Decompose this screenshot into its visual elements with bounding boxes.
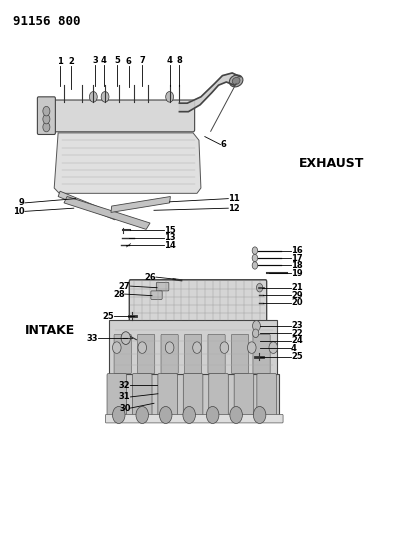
Circle shape [253, 320, 260, 331]
Circle shape [247, 342, 256, 353]
Text: 7: 7 [139, 56, 145, 65]
Circle shape [269, 342, 278, 353]
Polygon shape [111, 197, 170, 213]
Polygon shape [179, 73, 240, 112]
Circle shape [206, 407, 219, 423]
Ellipse shape [229, 75, 243, 87]
Circle shape [101, 92, 109, 102]
Text: 10: 10 [13, 207, 25, 216]
Text: 31: 31 [119, 392, 130, 401]
Ellipse shape [232, 77, 240, 84]
Circle shape [165, 342, 174, 353]
Text: 18: 18 [291, 261, 303, 270]
Circle shape [253, 329, 259, 337]
FancyBboxPatch shape [234, 374, 254, 417]
FancyBboxPatch shape [209, 374, 228, 417]
FancyBboxPatch shape [106, 415, 283, 423]
Circle shape [43, 107, 50, 116]
Text: 6: 6 [221, 140, 226, 149]
Text: 6: 6 [126, 57, 132, 66]
Text: INTAKE: INTAKE [25, 324, 75, 337]
Text: 29: 29 [291, 290, 303, 300]
FancyBboxPatch shape [158, 374, 177, 417]
FancyBboxPatch shape [107, 374, 126, 417]
FancyBboxPatch shape [114, 334, 131, 374]
Text: 5: 5 [114, 56, 120, 65]
Text: 21: 21 [291, 283, 303, 292]
Circle shape [252, 262, 258, 269]
Text: 26: 26 [144, 272, 156, 281]
Polygon shape [109, 374, 279, 418]
Circle shape [230, 407, 242, 423]
Text: 20: 20 [291, 298, 303, 307]
Text: 12: 12 [228, 204, 240, 213]
Text: 3: 3 [93, 56, 98, 65]
FancyBboxPatch shape [129, 280, 267, 321]
Circle shape [113, 342, 121, 353]
Circle shape [220, 342, 229, 353]
Text: 4: 4 [167, 56, 173, 65]
FancyBboxPatch shape [231, 334, 249, 374]
Circle shape [166, 92, 173, 102]
Polygon shape [64, 197, 150, 229]
Text: 2: 2 [68, 57, 74, 66]
Text: 4: 4 [101, 56, 107, 65]
Text: 27: 27 [119, 281, 130, 290]
Text: 11: 11 [228, 194, 240, 203]
Text: 24: 24 [291, 336, 303, 345]
FancyBboxPatch shape [151, 291, 162, 300]
Text: 91156 800: 91156 800 [13, 14, 81, 28]
Circle shape [113, 407, 125, 423]
Circle shape [193, 342, 201, 353]
FancyBboxPatch shape [45, 100, 195, 132]
Circle shape [43, 122, 50, 132]
FancyBboxPatch shape [37, 97, 56, 134]
FancyBboxPatch shape [138, 334, 155, 374]
Circle shape [160, 407, 172, 423]
Text: EXHAUST: EXHAUST [299, 157, 364, 169]
FancyBboxPatch shape [253, 334, 270, 374]
Circle shape [252, 254, 258, 262]
Text: 15: 15 [164, 226, 175, 235]
Text: 32: 32 [119, 381, 130, 390]
Text: 22: 22 [291, 329, 303, 338]
Text: 13: 13 [164, 233, 175, 243]
Circle shape [183, 407, 195, 423]
FancyBboxPatch shape [184, 334, 202, 374]
Text: 17: 17 [291, 254, 303, 263]
Text: 30: 30 [119, 403, 130, 413]
Text: 1: 1 [57, 57, 63, 66]
Polygon shape [54, 133, 201, 193]
Text: 25: 25 [291, 352, 303, 361]
FancyBboxPatch shape [183, 374, 203, 417]
Circle shape [136, 407, 149, 423]
Circle shape [121, 332, 130, 344]
FancyBboxPatch shape [132, 374, 152, 417]
Circle shape [253, 407, 266, 423]
Polygon shape [109, 319, 277, 375]
Circle shape [89, 92, 97, 102]
Text: 16: 16 [291, 246, 303, 255]
FancyBboxPatch shape [257, 374, 277, 417]
Circle shape [252, 247, 258, 254]
Text: 28: 28 [113, 289, 125, 298]
Circle shape [138, 342, 147, 353]
Polygon shape [58, 191, 117, 220]
Text: 4: 4 [291, 344, 297, 353]
Text: 8: 8 [177, 56, 182, 65]
Text: 9: 9 [19, 198, 25, 207]
FancyBboxPatch shape [208, 334, 225, 374]
Text: 14: 14 [164, 241, 175, 250]
Circle shape [256, 284, 263, 292]
FancyBboxPatch shape [161, 334, 178, 374]
Text: 23: 23 [291, 321, 303, 330]
Text: 19: 19 [291, 269, 303, 278]
FancyBboxPatch shape [156, 282, 169, 291]
Text: 25: 25 [102, 312, 114, 321]
Circle shape [43, 114, 50, 124]
Text: 33: 33 [87, 334, 98, 343]
